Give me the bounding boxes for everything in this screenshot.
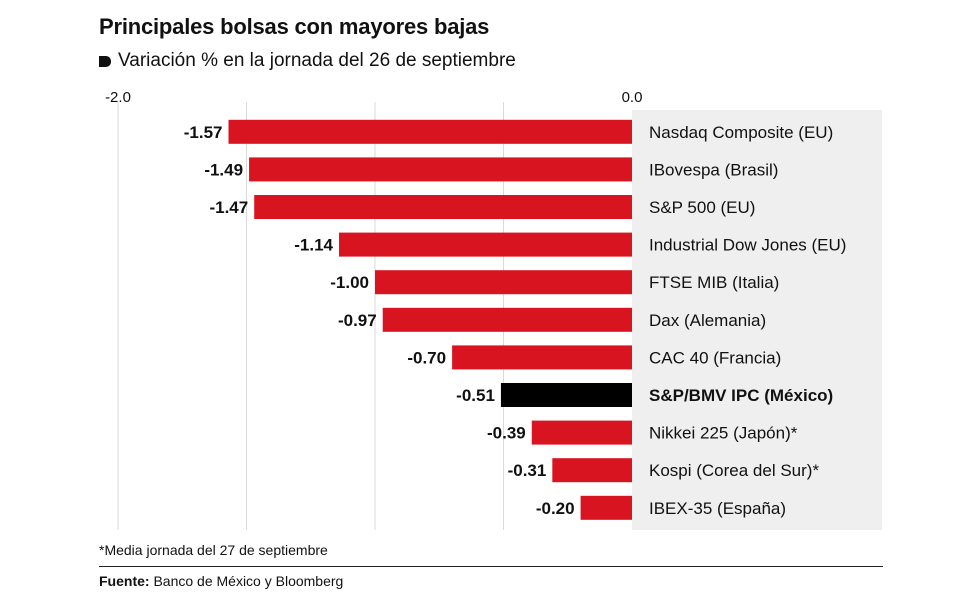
- x-tick-label: -2.0: [105, 89, 131, 106]
- bar: [382, 307, 632, 332]
- data-label: -0.70: [407, 348, 446, 367]
- subtitle-marker-icon: [99, 55, 111, 67]
- category-label: Kospi (Corea del Sur)*: [649, 461, 819, 480]
- source-line: Fuente: Banco de México y Bloomberg: [99, 573, 343, 589]
- chart-title: Principales bolsas con mayores bajas: [99, 14, 490, 39]
- bar: [452, 345, 632, 370]
- bar: [249, 157, 632, 182]
- bar: [228, 119, 632, 144]
- footnote: *Media jornada del 27 de septiembre: [99, 542, 328, 558]
- data-label: -1.57: [184, 123, 223, 142]
- category-label: Nikkei 225 (Japón)*: [649, 424, 798, 443]
- data-label: -1.00: [330, 273, 369, 292]
- bar: [339, 232, 632, 257]
- x-tick-label: 0.0: [622, 89, 643, 106]
- data-label: -0.20: [536, 499, 575, 518]
- chart-subtitle: Variación % en la jornada del 26 de sept…: [118, 50, 516, 71]
- category-label: Nasdaq Composite (EU): [649, 123, 833, 142]
- bar: [552, 458, 632, 483]
- data-label: -0.97: [338, 311, 377, 330]
- bar: [254, 195, 632, 219]
- category-label: IBEX-35 (España): [649, 499, 786, 518]
- chart-subtitle-row: Variación % en la jornada del 26 de sept…: [99, 50, 516, 72]
- data-label: -1.14: [294, 236, 333, 255]
- category-label: IBovespa (Brasil): [649, 160, 778, 179]
- source-label: Fuente:: [99, 573, 150, 589]
- bar: [531, 420, 632, 445]
- category-label: Dax (Alemania): [649, 311, 766, 330]
- category-label: CAC 40 (Francia): [649, 348, 781, 367]
- bar: [580, 495, 632, 520]
- data-label: -1.47: [209, 198, 248, 217]
- data-label: -0.51: [456, 386, 495, 405]
- category-label: Industrial Dow Jones (EU): [649, 236, 846, 255]
- source-text: Banco de México y Bloomberg: [149, 573, 344, 589]
- data-label: -0.31: [508, 461, 547, 480]
- bar: [375, 270, 632, 295]
- category-label: S&P/BMV IPC (México): [649, 386, 833, 405]
- footer-divider: [99, 566, 883, 567]
- bar: [500, 383, 632, 407]
- category-label: FTSE MIB (Italia): [649, 273, 779, 292]
- data-label: -0.39: [487, 424, 526, 443]
- category-label: S&P 500 (EU): [649, 198, 755, 217]
- data-label: -1.49: [204, 160, 243, 179]
- label-panel: [632, 110, 882, 530]
